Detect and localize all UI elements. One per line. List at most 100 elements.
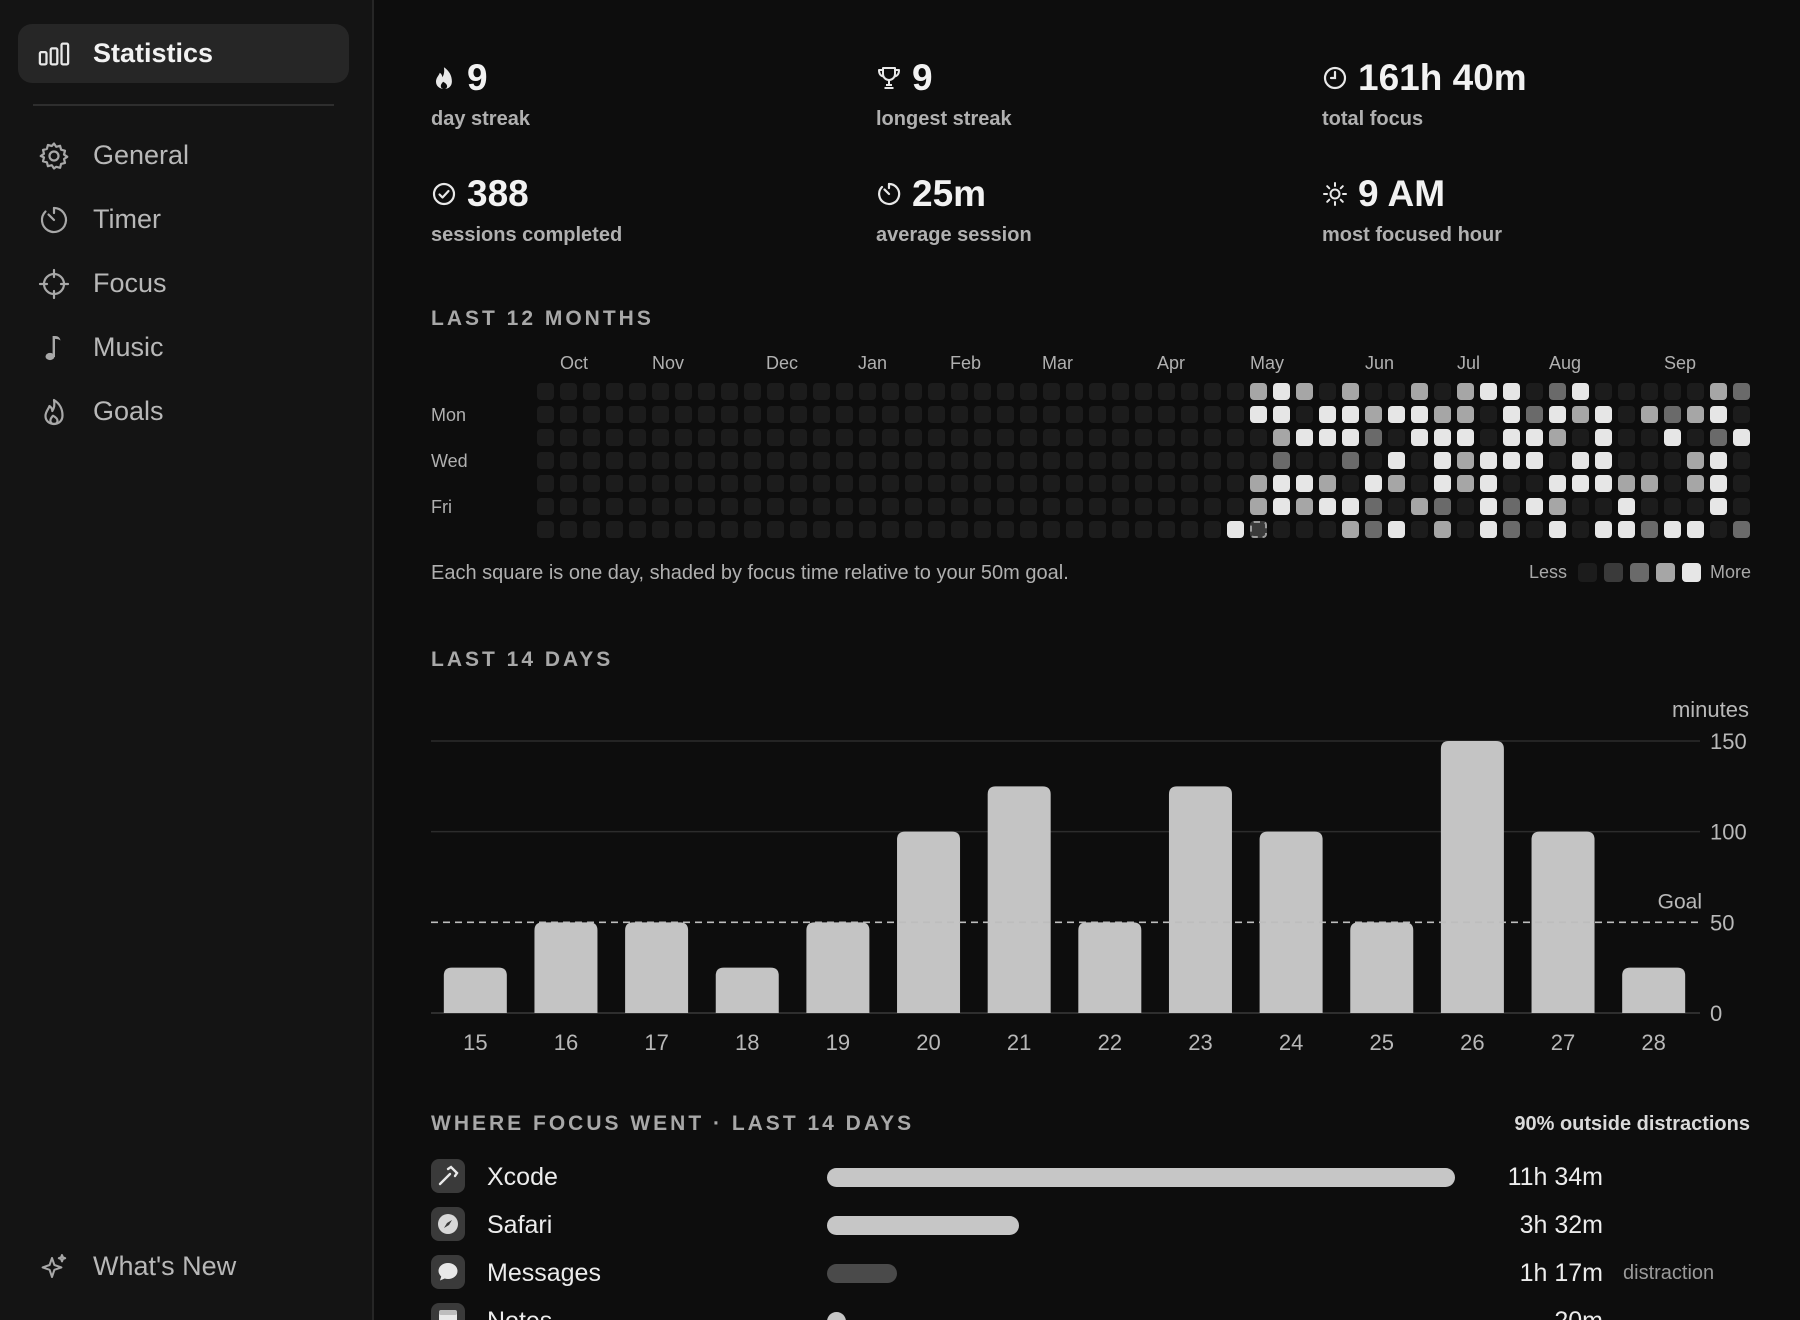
heatmap-day-cell[interactable] bbox=[974, 383, 991, 400]
heatmap-day-cell[interactable] bbox=[1020, 498, 1037, 515]
heatmap-day-cell[interactable] bbox=[836, 498, 853, 515]
heatmap-day-cell[interactable] bbox=[1066, 383, 1083, 400]
heatmap-day-cell[interactable] bbox=[1043, 475, 1060, 492]
heatmap-day-cell[interactable] bbox=[1411, 498, 1428, 515]
heatmap-day-cell[interactable] bbox=[1526, 452, 1543, 469]
heatmap-day-cell[interactable] bbox=[767, 429, 784, 446]
heatmap-day-cell[interactable] bbox=[1112, 475, 1129, 492]
heatmap-day-cell[interactable] bbox=[1273, 452, 1290, 469]
heatmap-day-cell[interactable] bbox=[1388, 498, 1405, 515]
heatmap-day-cell[interactable] bbox=[813, 429, 830, 446]
heatmap-day-cell[interactable] bbox=[1181, 475, 1198, 492]
heatmap-day-cell[interactable] bbox=[744, 521, 761, 538]
focus-app-row-xcode[interactable]: Xcode 11h 34m bbox=[431, 1156, 1751, 1196]
heatmap-day-cell[interactable] bbox=[537, 383, 554, 400]
heatmap-day-cell[interactable] bbox=[1204, 452, 1221, 469]
heatmap-day-cell[interactable] bbox=[882, 521, 899, 538]
heatmap-day-cell[interactable] bbox=[1687, 521, 1704, 538]
heatmap-day-cell[interactable] bbox=[1618, 452, 1635, 469]
heatmap-day-cell[interactable] bbox=[1434, 383, 1451, 400]
heatmap-day-cell[interactable] bbox=[1457, 498, 1474, 515]
heatmap-day-cell[interactable] bbox=[1618, 383, 1635, 400]
heatmap-day-cell[interactable] bbox=[1250, 452, 1267, 469]
heatmap-day-cell[interactable] bbox=[905, 452, 922, 469]
heatmap-day-cell[interactable] bbox=[1227, 475, 1244, 492]
heatmap-day-cell[interactable] bbox=[1342, 383, 1359, 400]
heatmap-day-cell[interactable] bbox=[583, 383, 600, 400]
heatmap-day-cell[interactable] bbox=[790, 429, 807, 446]
heatmap-day-cell[interactable] bbox=[1457, 383, 1474, 400]
heatmap-day-cell[interactable] bbox=[1296, 452, 1313, 469]
heatmap-day-cell[interactable] bbox=[537, 521, 554, 538]
heatmap-day-cell[interactable] bbox=[813, 498, 830, 515]
heatmap-day-cell[interactable] bbox=[951, 429, 968, 446]
heatmap-day-cell[interactable] bbox=[1227, 383, 1244, 400]
heatmap-day-cell[interactable] bbox=[1020, 406, 1037, 423]
heatmap-day-cell[interactable] bbox=[1227, 452, 1244, 469]
heatmap-day-cell[interactable] bbox=[1411, 429, 1428, 446]
heatmap-day-cell[interactable] bbox=[1158, 498, 1175, 515]
heatmap-day-cell[interactable] bbox=[1549, 498, 1566, 515]
heatmap-day-cell[interactable] bbox=[1365, 521, 1382, 538]
heatmap-day-cell[interactable] bbox=[859, 406, 876, 423]
heatmap-day-cell[interactable] bbox=[1204, 498, 1221, 515]
heatmap-day-cell[interactable] bbox=[1181, 383, 1198, 400]
heatmap-day-cell[interactable] bbox=[1710, 475, 1727, 492]
heatmap-day-cell[interactable] bbox=[1365, 452, 1382, 469]
heatmap-day-cell[interactable] bbox=[1641, 521, 1658, 538]
heatmap-day-cell[interactable] bbox=[882, 429, 899, 446]
heatmap-day-cell[interactable] bbox=[1020, 475, 1037, 492]
heatmap-day-cell[interactable] bbox=[882, 452, 899, 469]
heatmap-day-cell[interactable] bbox=[1572, 429, 1589, 446]
heatmap-day-cell[interactable] bbox=[813, 521, 830, 538]
heatmap-day-cell[interactable] bbox=[997, 521, 1014, 538]
heatmap-day-cell[interactable] bbox=[721, 383, 738, 400]
heatmap-day-cell[interactable] bbox=[1618, 406, 1635, 423]
heatmap-day-cell[interactable] bbox=[1135, 475, 1152, 492]
focus-app-row-safari[interactable]: Safari 3h 32m bbox=[431, 1204, 1751, 1244]
heatmap-day-cell[interactable] bbox=[583, 452, 600, 469]
heatmap-day-cell[interactable] bbox=[606, 521, 623, 538]
heatmap-day-cell[interactable] bbox=[744, 429, 761, 446]
heatmap-day-cell[interactable] bbox=[1641, 452, 1658, 469]
heatmap-day-cell[interactable] bbox=[859, 429, 876, 446]
heatmap-day-cell[interactable] bbox=[1664, 406, 1681, 423]
heatmap-day-cell[interactable] bbox=[974, 475, 991, 492]
heatmap-day-cell[interactable] bbox=[1273, 383, 1290, 400]
heatmap-day-cell[interactable] bbox=[813, 383, 830, 400]
heatmap-day-cell[interactable] bbox=[1411, 452, 1428, 469]
heatmap-day-cell[interactable] bbox=[1411, 475, 1428, 492]
heatmap-day-cell[interactable] bbox=[1434, 521, 1451, 538]
heatmap-day-cell[interactable] bbox=[1273, 429, 1290, 446]
heatmap-day-cell[interactable] bbox=[1434, 475, 1451, 492]
heatmap-day-cell[interactable] bbox=[1457, 452, 1474, 469]
heatmap-day-cell[interactable] bbox=[675, 452, 692, 469]
heatmap-day-cell[interactable] bbox=[1503, 429, 1520, 446]
heatmap-day-cell[interactable] bbox=[1089, 452, 1106, 469]
heatmap-day-cell[interactable] bbox=[675, 406, 692, 423]
heatmap-day-cell[interactable] bbox=[629, 406, 646, 423]
heatmap-day-cell[interactable] bbox=[560, 475, 577, 492]
heatmap-day-cell[interactable] bbox=[1434, 452, 1451, 469]
heatmap-day-cell[interactable] bbox=[1641, 383, 1658, 400]
heatmap-day-cell[interactable] bbox=[1227, 498, 1244, 515]
heatmap-day-cell[interactable] bbox=[1181, 498, 1198, 515]
heatmap-day-cell[interactable] bbox=[1618, 498, 1635, 515]
heatmap-day-cell[interactable] bbox=[928, 429, 945, 446]
heatmap-day-cell[interactable] bbox=[1273, 406, 1290, 423]
heatmap-day-cell[interactable] bbox=[652, 475, 669, 492]
sidebar-item-music[interactable]: Music bbox=[18, 318, 349, 377]
heatmap-day-cell[interactable] bbox=[1250, 475, 1267, 492]
heatmap-day-cell[interactable] bbox=[790, 475, 807, 492]
heatmap-day-cell[interactable] bbox=[1733, 475, 1750, 492]
heatmap-day-cell[interactable] bbox=[1434, 406, 1451, 423]
heatmap-day-cell[interactable] bbox=[698, 429, 715, 446]
heatmap-day-cell[interactable] bbox=[1687, 475, 1704, 492]
heatmap-day-cell[interactable] bbox=[1204, 429, 1221, 446]
heatmap-day-cell[interactable] bbox=[698, 406, 715, 423]
heatmap-day-cell[interactable] bbox=[560, 498, 577, 515]
heatmap-day-cell[interactable] bbox=[675, 498, 692, 515]
heatmap-day-cell[interactable] bbox=[859, 475, 876, 492]
heatmap-day-cell[interactable] bbox=[1595, 521, 1612, 538]
heatmap-day-cell[interactable] bbox=[1572, 383, 1589, 400]
